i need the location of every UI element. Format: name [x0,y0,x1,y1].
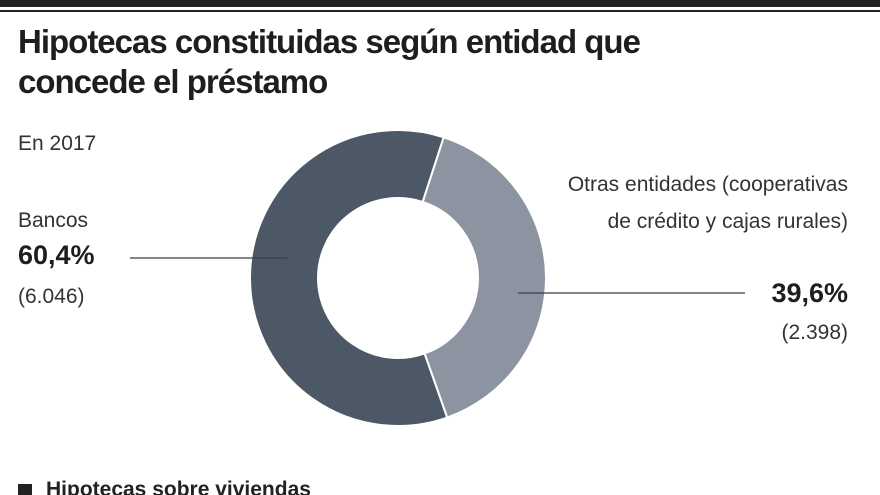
count-label: (2.398) [781,321,848,344]
count-label: (6.046) [18,285,85,308]
top-rule [0,10,880,12]
section-heading-text: Hipotecas sobre viviendas [46,478,311,495]
value-label: 60,4% [18,240,95,270]
footer-marker [18,484,32,495]
chart-subtitle: En 2017 [18,132,97,155]
chart-title: Hipotecas constituidas según entidad que… [18,23,641,100]
category-label: Otras entidades (cooperativas de crédito… [567,173,848,233]
top-rule [0,0,880,7]
donut-slice [421,135,547,419]
section-heading: Hipotecas sobre viviendas [18,478,311,495]
donut-slice [249,129,449,427]
value-label: 39,6% [771,278,848,308]
category-label: Bancos [18,209,89,232]
